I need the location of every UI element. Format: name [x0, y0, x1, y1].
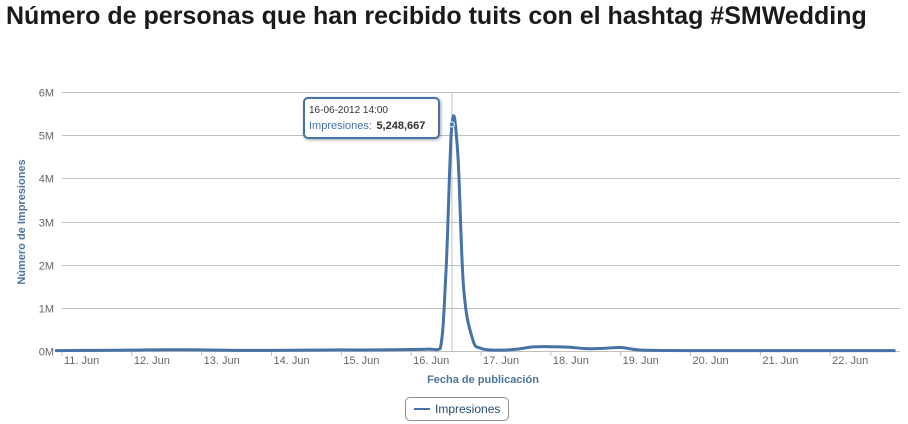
- x-axis-title: Fecha de publicación: [427, 374, 539, 386]
- x-tick-label: 15. Jun: [343, 355, 379, 367]
- x-tick-label: 17. Jun: [483, 355, 519, 367]
- x-tick-label: 16. Jun: [413, 355, 449, 367]
- x-axis-tick-labels: 11. Jun 12. Jun 13. Jun 14. Jun 15. Jun 16. J…: [61, 351, 868, 367]
- y-tick-label: 3M: [39, 218, 54, 230]
- y-axis-tick-labels: 0M 1M 2M 3M 4M 5M 6M: [39, 88, 54, 359]
- y-tick-label: 0M: [39, 347, 54, 359]
- x-tick-label: 21. Jun: [762, 355, 798, 367]
- y-tick-label: 5M: [39, 131, 54, 143]
- legend-item-impresiones[interactable]: Impresiones: [435, 402, 501, 416]
- hover-point-marker[interactable]: [448, 121, 455, 128]
- x-tick-label: 11. Jun: [64, 355, 99, 367]
- y-tick-label: 4M: [39, 174, 54, 186]
- x-tick-label: 12. Jun: [134, 355, 170, 367]
- grid-lines: [62, 92, 900, 352]
- y-tick-label: 1M: [39, 304, 54, 316]
- x-tick-label: 19. Jun: [623, 355, 659, 367]
- x-tick-label: 14. Jun: [274, 355, 310, 367]
- legend-line-swatch: [414, 408, 430, 410]
- y-tick-label: 6M: [39, 88, 54, 100]
- y-tick-label: 2M: [39, 261, 54, 273]
- tooltip-value: 5,248,667: [376, 120, 426, 132]
- tooltip-date: 16-06-2012 14:00: [309, 105, 388, 116]
- x-tick-label: 18. Jun: [553, 355, 589, 367]
- series-line-impresiones[interactable]: [54, 114, 896, 353]
- tooltip-series-label: Impresiones:: [309, 120, 372, 132]
- y-axis-title: Número de Impresiones: [16, 159, 28, 284]
- chart-legend[interactable]: Impresiones: [405, 397, 509, 421]
- x-tick-label: 13. Jun: [204, 355, 240, 367]
- data-tooltip: 16-06-2012 14:00 Impresiones: 5,248,667: [303, 97, 440, 139]
- x-tick-label: 22. Jun: [832, 355, 868, 367]
- page-title: Número de personas que han recibido tuit…: [6, 2, 867, 30]
- x-tick-label: 20. Jun: [693, 355, 729, 367]
